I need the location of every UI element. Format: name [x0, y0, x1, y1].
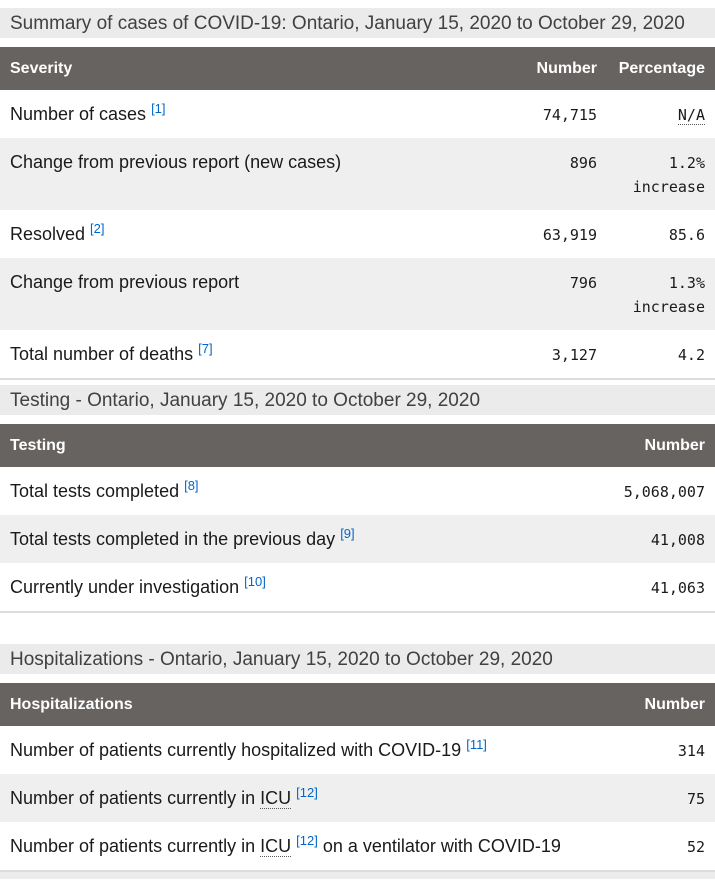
table-row-icu-ventilator: Number of patients currently in ICU [12] … — [0, 822, 715, 871]
footnote-link[interactable]: [12] — [296, 785, 318, 800]
footnote-link[interactable]: [11] — [466, 737, 487, 752]
icu-abbreviation: ICU — [260, 788, 292, 809]
number-value: 41,008 — [650, 531, 705, 549]
table-row-tests-previous-day: Total tests completed in the previous da… — [0, 515, 715, 563]
row-label: Number of patients currently hospitalize… — [0, 726, 595, 774]
table-header-row: Testing Number — [0, 424, 715, 467]
table-row-change-new-cases: Change from previous report (new cases) … — [0, 138, 715, 210]
row-label-text: Number of patients currently in — [10, 788, 261, 808]
row-label-text: Number of patients currently hospitalize… — [10, 740, 462, 760]
number-value: 796 — [569, 274, 597, 292]
table-row-total-deaths: Total number of deaths [7] 3,127 4.2 — [0, 330, 715, 379]
column-header-number: Number — [497, 47, 607, 90]
footnote-link[interactable]: [2] — [90, 221, 105, 236]
hospitalizations-table-caption: Hospitalizations - Ontario, January 15, … — [0, 644, 715, 674]
percentage-text: 1.3% — [668, 274, 705, 292]
cases-table-caption: Summary of cases of COVID-19: Ontario, J… — [0, 8, 715, 38]
icu-abbreviation: ICU — [260, 836, 292, 857]
percentage-value: 4.2 — [607, 330, 715, 379]
footnote-link[interactable]: [8] — [184, 478, 199, 493]
percentage-text-line2: increase — [632, 178, 705, 196]
row-label-text: Change from previous report (new cases) — [10, 152, 342, 172]
footnote-link[interactable]: [10] — [244, 574, 266, 589]
percentage-value: 1.3% increase — [607, 258, 715, 330]
row-label: Number of patients currently in ICU [12] — [0, 774, 595, 822]
number-value: 314 — [677, 742, 705, 760]
table-row-under-investigation: Currently under investigation [10] 41,063 — [0, 563, 715, 612]
table-row-resolved: Resolved [2] 63,919 85.6 — [0, 210, 715, 258]
number-value: 74,715 — [542, 106, 597, 124]
number-value: 3,127 — [551, 346, 597, 364]
percentage-text: 85.6 — [668, 226, 705, 244]
row-label: Number of cases [1] — [0, 90, 497, 138]
column-header-severity: Severity — [0, 47, 497, 90]
column-header-percentage: Percentage — [607, 47, 715, 90]
table-header-row: Severity Number Percentage — [0, 47, 715, 90]
number-value: 41,063 — [650, 579, 705, 597]
row-label: Resolved [2] — [0, 210, 497, 258]
testing-table-caption: Testing - Ontario, January 15, 2020 to O… — [0, 385, 715, 415]
number-value: 75 — [686, 790, 705, 808]
column-header-testing: Testing — [0, 424, 595, 467]
number-value: 63,919 — [542, 226, 597, 244]
footnote-link[interactable]: [9] — [340, 526, 355, 541]
table-row-total-tests: Total tests completed [8] 5,068,007 — [0, 467, 715, 515]
cutoff-next-row — [0, 872, 715, 879]
percentage-value: 1.2% increase — [607, 138, 715, 210]
cases-summary-table: Severity Number Percentage Number of cas… — [0, 47, 715, 380]
row-label: Total tests completed in the previous da… — [0, 515, 595, 563]
number-value: 896 — [569, 154, 597, 172]
row-label-text: Currently under investigation — [10, 577, 240, 597]
percentage-text: 1.2% — [668, 154, 705, 172]
row-label: Total tests completed [8] — [0, 467, 595, 515]
testing-table: Testing Number Total tests completed [8] … — [0, 424, 715, 613]
na-abbreviation: N/A — [677, 106, 705, 125]
column-header-number: Number — [595, 683, 715, 726]
table-row-number-of-cases: Number of cases [1] 74,715 N/A — [0, 90, 715, 138]
testing-section: Testing - Ontario, January 15, 2020 to O… — [0, 385, 715, 613]
row-label: Total number of deaths [7] — [0, 330, 497, 379]
footnote-link[interactable]: [1] — [151, 101, 166, 116]
row-label-text: Change from previous report — [10, 272, 240, 292]
footnote-link[interactable]: [7] — [198, 341, 213, 356]
column-header-number: Number — [595, 424, 715, 467]
row-label-text: Total tests completed — [10, 481, 180, 501]
row-label: Change from previous report (new cases) — [0, 138, 497, 210]
table-row-change-previous-report: Change from previous report 796 1.3% incr… — [0, 258, 715, 330]
row-label-text: Total tests completed in the previous da… — [10, 529, 336, 549]
row-label-text: Number of patients currently in — [10, 836, 261, 856]
column-header-hospitalizations: Hospitalizations — [0, 683, 595, 726]
table-header-row: Hospitalizations Number — [0, 683, 715, 726]
row-label-text-suffix: on a ventilator with COVID-19 — [317, 836, 561, 856]
row-label: Change from previous report — [0, 258, 497, 330]
row-label-text: Number of cases — [10, 104, 147, 124]
percentage-text: 4.2 — [677, 346, 705, 364]
row-label: Currently under investigation [10] — [0, 563, 595, 612]
percentage-value: N/A — [607, 90, 715, 138]
number-value: 5,068,007 — [623, 483, 705, 501]
percentage-text-line2: increase — [632, 298, 705, 316]
table-row-hospitalized: Number of patients currently hospitalize… — [0, 726, 715, 774]
table-row-icu: Number of patients currently in ICU [12] … — [0, 774, 715, 822]
row-label-text: Resolved — [10, 224, 86, 244]
row-label-text: Total number of deaths — [10, 344, 194, 364]
row-label: Number of patients currently in ICU [12] … — [0, 822, 595, 871]
number-value: 52 — [686, 838, 705, 856]
hospitalizations-section: Hospitalizations - Ontario, January 15, … — [0, 644, 715, 872]
cases-summary-section: Summary of cases of COVID-19: Ontario, J… — [0, 8, 715, 380]
footnote-link[interactable]: [12] — [296, 833, 318, 848]
percentage-value: 85.6 — [607, 210, 715, 258]
hospitalizations-table: Hospitalizations Number Number of patien… — [0, 683, 715, 872]
